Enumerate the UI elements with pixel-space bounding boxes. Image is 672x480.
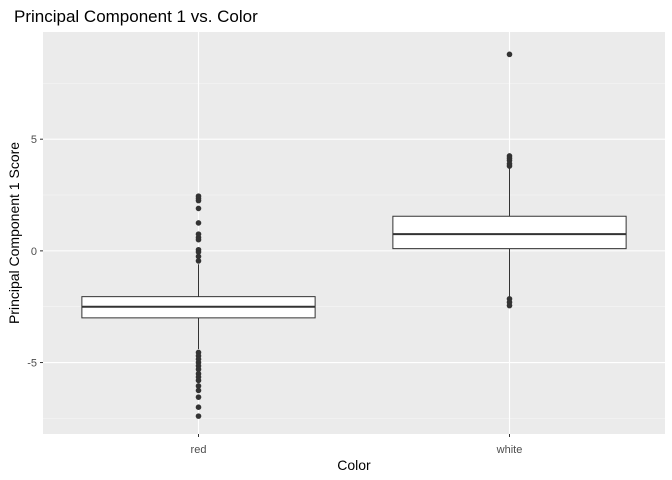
x-axis-title: Color [337,457,371,473]
outlier-point [195,366,202,373]
outlier-point [195,404,202,411]
outlier-point [195,197,202,204]
outlier-point [195,413,202,419]
outlier-point [195,220,202,226]
x-tick-label: white [496,444,523,456]
outlier-point [195,205,202,212]
outlier-point [195,258,202,264]
outlier-point [195,383,202,389]
x-axis: red white [191,434,523,456]
outlier-point [195,236,202,243]
outlier-point [195,394,202,400]
outlier-point [195,377,202,384]
y-tick-label: 5 [31,134,37,146]
outlier-point [506,302,513,309]
outlier-point [195,249,202,255]
y-tick-label: 0 [31,246,37,258]
major-gridlines [43,32,665,434]
outlier-point [195,253,202,260]
box-white [392,51,627,309]
box-iqr [392,215,627,250]
y-tick-label: -5 [27,358,37,370]
chart-title: Principal Component 1 vs. Color [14,7,258,26]
boxes [81,51,627,419]
outlier-point [506,51,513,58]
outlier-point [506,163,513,169]
x-tick-label: red [191,444,207,456]
y-axis: -5 0 5 [27,134,43,370]
y-axis-title: Principal Component 1 Score [6,142,22,324]
outlier-point [195,387,202,394]
box-red [81,193,316,419]
